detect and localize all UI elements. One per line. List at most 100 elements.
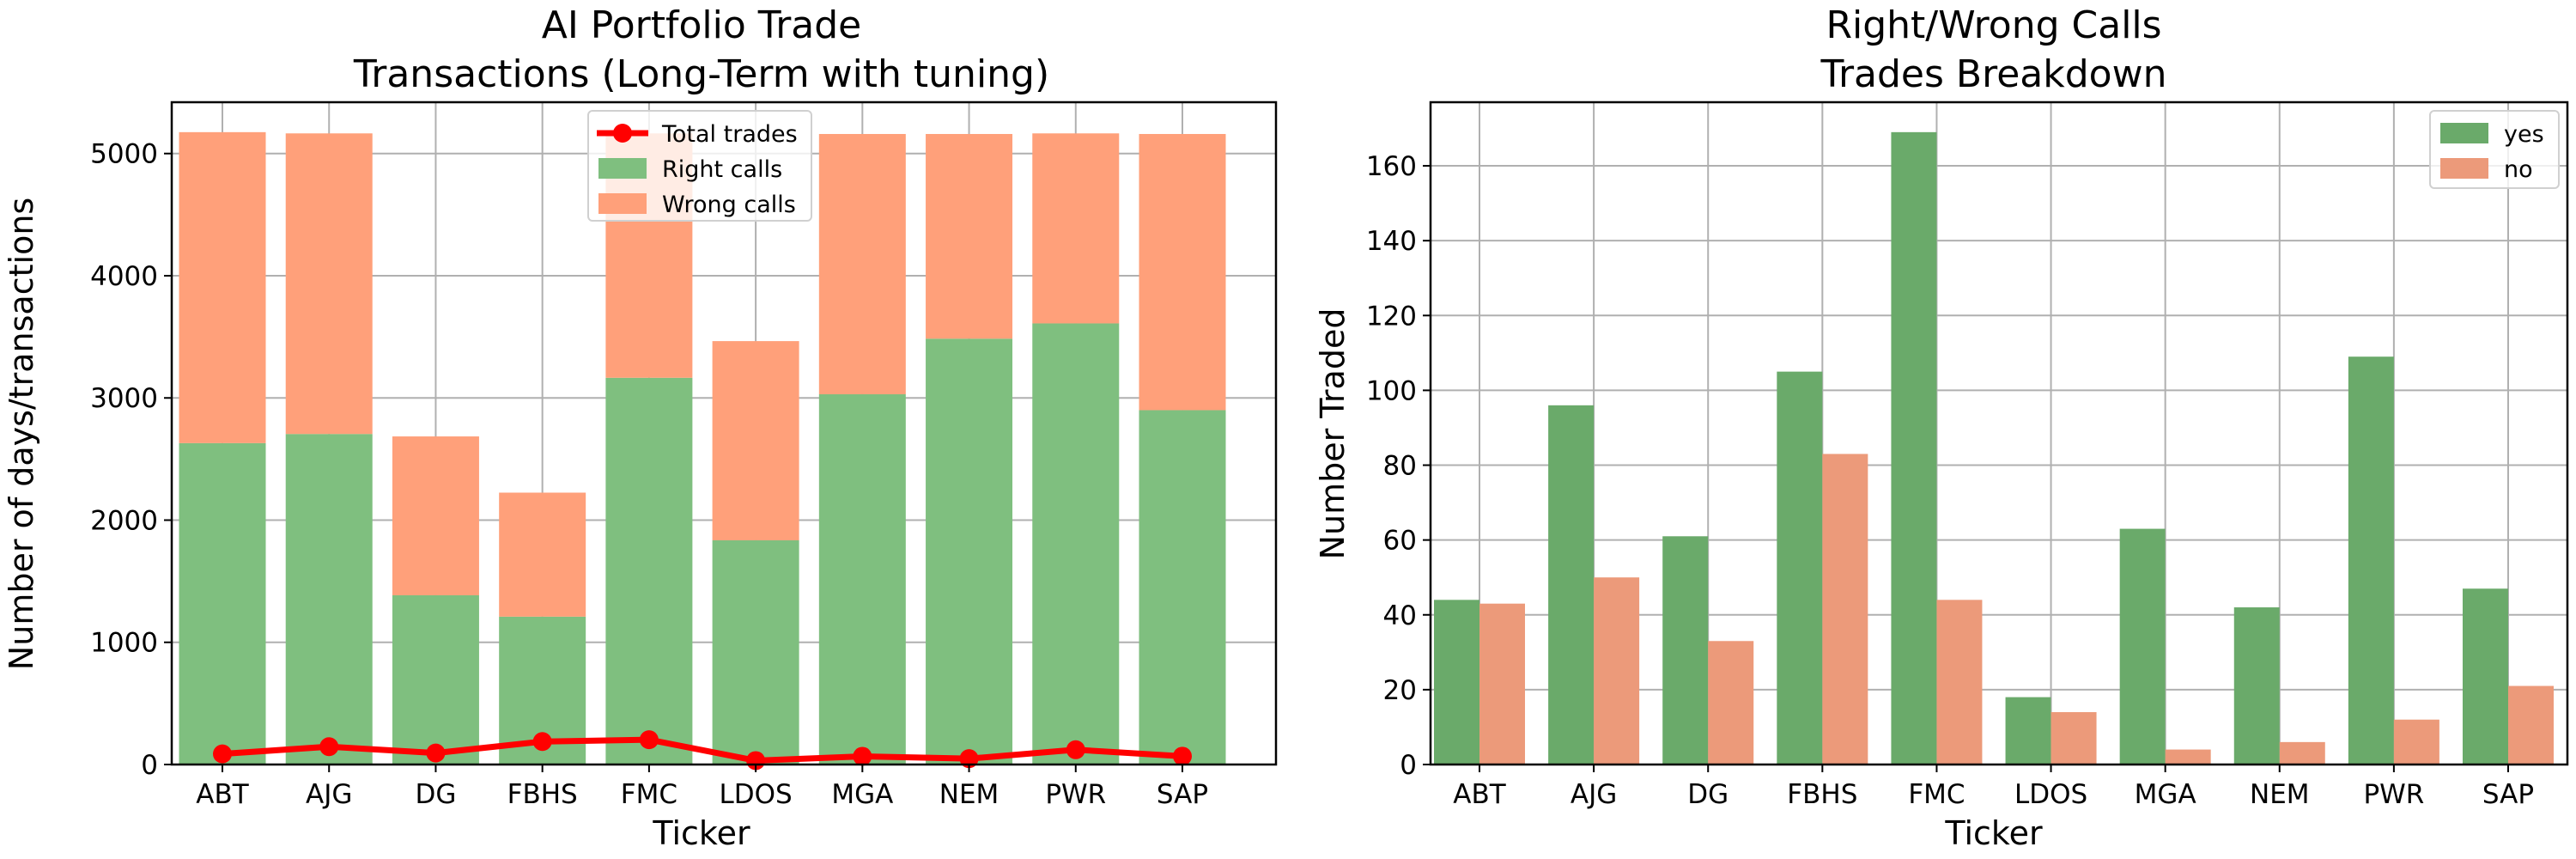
bar-yes-pwr [2348,356,2394,765]
y-tick-label: 4000 [90,261,158,292]
y-tick-label: 40 [1383,600,1417,631]
y-tick-label: 140 [1366,226,1417,257]
x-tick-label: DG [415,779,456,810]
bar-no-mga [2165,749,2211,765]
x-tick-label: FBHS [1787,779,1857,810]
bar-no-ldos [2050,712,2097,765]
x-tick-label: NEM [2250,779,2310,810]
bar-yes-mga [2119,528,2166,765]
bar-no-ajg [1594,577,1640,765]
total-trades-point-mga [853,746,872,766]
y-tick-label: 1000 [90,628,158,659]
x-axis-label: Ticker [1944,814,2043,852]
total-trades-point-pwr [1066,740,1085,759]
bar-no-fbhs [1822,454,1868,765]
bar-no-dg [1708,641,1754,765]
x-tick-label: NEM [939,779,999,810]
x-tick-label: FMC [1908,779,1965,810]
bar-wrong-calls-pwr [1032,133,1120,324]
x-tick-label: SAP [2482,779,2534,810]
legend-label-no: no [2504,156,2533,183]
bar-yes-ajg [1548,405,1595,765]
legend-label-right-calls: Right calls [662,156,782,183]
total-trades-point-dg [426,743,446,763]
total-trades-point-nem [959,749,979,769]
bar-wrong-calls-sap [1139,133,1226,411]
bar-right-calls-ajg [285,434,373,765]
bars [1434,131,2554,765]
legend-swatch-yes [2440,123,2488,143]
bar-right-calls-nem [926,338,1013,765]
bar-right-calls-ldos [712,539,799,765]
legend-swatch-wrong-calls [598,193,647,214]
y-ticks: 0 20 40 60 80 100 120 140 160 [1366,151,1431,781]
legend-swatch-right-calls [598,158,647,179]
chart-transactions: AI Portfolio Trade Transactions (Long-Te… [3,3,1278,852]
bar-no-abt [1479,603,1525,765]
legend-marker-total-trades [613,124,632,143]
bar-right-calls-dg [392,594,479,765]
bar-yes-sap [2463,588,2508,765]
x-tick-label: FMC [621,779,677,810]
y-tick-label: 160 [1366,151,1417,182]
x-tick-label: SAP [1157,779,1208,810]
y-tick-label: 3000 [90,383,158,414]
y-tick-label: 80 [1383,451,1417,482]
y-axis-label: Number Traded [1314,308,1352,560]
bar-right-calls-fmc [605,377,693,765]
bar-wrong-calls-abt [179,131,266,443]
y-tick-label: 60 [1383,526,1417,557]
total-trades-point-abt [213,744,232,764]
y-tick-label: 0 [1400,750,1417,781]
legend-label-total-trades: Total trades [661,121,798,148]
total-trades-point-sap [1173,746,1192,766]
total-trades-polyline [222,736,1183,764]
bar-wrong-calls-ajg [285,133,373,435]
x-tick-label: FBHS [507,779,578,810]
plot-frame [1429,101,2569,766]
chart-title-line2: Transactions (Long-Term with tuning) [353,52,1049,96]
x-tick-label: LDOS [719,779,792,810]
bar-right-calls-pwr [1032,323,1120,765]
bar-wrong-calls-dg [392,436,479,595]
x-tick-label: PWR [1045,779,1106,810]
bar-right-calls-sap [1139,410,1226,765]
y-tick-label: 120 [1366,301,1417,332]
x-tick-label: AJG [1571,779,1617,810]
y-ticks: 0 1000 2000 3000 4000 5000 [90,139,172,781]
x-tick-label: ABT [196,779,249,810]
x-tick-label: MGA [2135,779,2196,810]
chart-title-line1: Right/Wrong Calls [1826,3,2161,47]
x-ticks: ABT AJG DG FBHS FMC LDOS MGA NEM PWR SAP [196,765,1208,810]
legend-label-wrong-calls: Wrong calls [662,192,796,218]
x-tick-label: AJG [306,779,352,810]
bar-no-sap [2508,685,2554,765]
bar-right-calls-mga [818,393,906,765]
chart-title-line2: Trades Breakdown [1820,52,2167,96]
y-axis-label: Number of days/transactions [3,198,40,670]
y-tick-label: 20 [1383,675,1417,706]
bar-no-fmc [1936,600,1983,765]
total-trades-point-ajg [319,737,339,757]
x-tick-label: MGA [831,779,893,810]
bar-no-nem [2279,741,2325,765]
legend-swatch-no [2440,158,2488,179]
x-ticks: ABT AJG DG FBHS FMC LDOS MGA NEM PWR SAP [1453,765,2534,810]
bar-right-calls-abt [179,442,266,765]
bar-wrong-calls-nem [926,133,1013,339]
bar-wrong-calls-fbhs [499,492,586,617]
plot-frame [170,101,1278,766]
bar-yes-abt [1434,600,1479,765]
total-trades-point-fbhs [532,732,552,752]
bar-yes-dg [1662,536,1709,765]
legend-label-yes: yes [2504,121,2544,148]
chart-breakdown: Right/Wrong Calls Trades Breakdown 0 20 40… [1314,3,2569,852]
bar-wrong-calls-mga [818,133,906,394]
legend: yes no [2429,110,2560,189]
y-tick-label: 5000 [90,139,158,170]
bar-yes-fmc [1891,131,1937,765]
bar-yes-fbhs [1777,371,1823,765]
bar-wrong-calls-ldos [712,341,799,540]
bar-yes-nem [2233,607,2280,765]
